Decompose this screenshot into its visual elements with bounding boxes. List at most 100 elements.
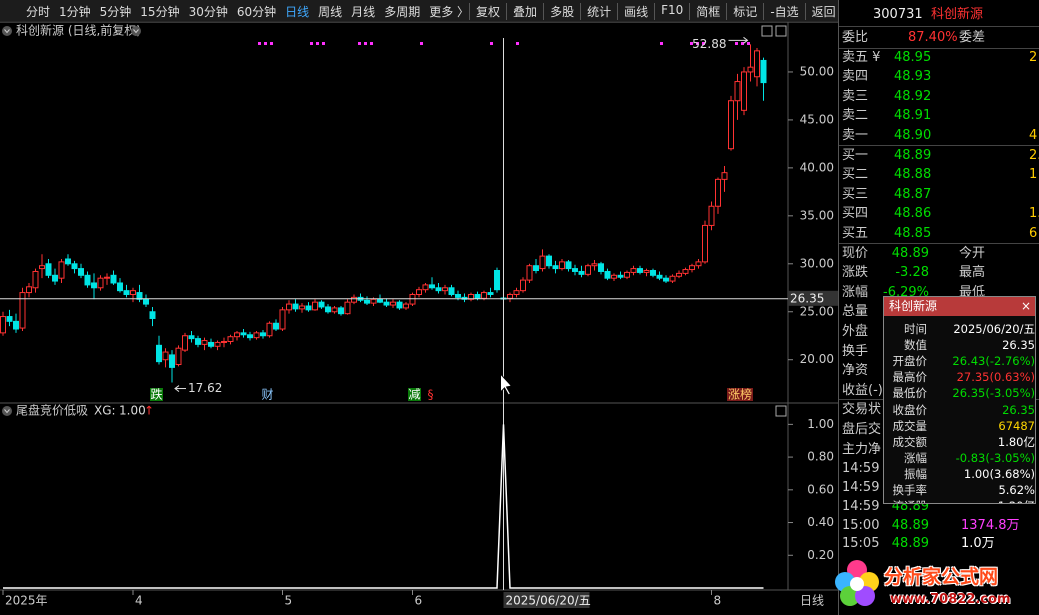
period-tab[interactable]: 更多 〉 — [429, 4, 470, 19]
candle-body — [214, 341, 221, 347]
close-button[interactable]: × — [1020, 299, 1031, 313]
x-tick-label: 4 — [135, 594, 143, 608]
popup-value: 26.35 — [1002, 402, 1035, 417]
candle-body — [65, 258, 71, 265]
popup-value: 2025/06/20/五 — [953, 322, 1035, 336]
menu-icon-glyph — [4, 29, 10, 34]
signal-dot — [370, 42, 373, 45]
price: 48.93 — [894, 69, 932, 85]
row-label: 外盘 — [842, 324, 869, 339]
tool-button[interactable]: 返回 — [804, 2, 842, 20]
candle-body — [734, 81, 741, 102]
menu-icon[interactable] — [131, 26, 141, 36]
candle-body — [526, 265, 533, 281]
tool-button[interactable]: F10 — [654, 2, 689, 20]
x-tick-label: 8 — [714, 594, 722, 608]
tool-button[interactable]: 复权 — [469, 2, 506, 20]
info-popup: 科创新源 × 时间 2025/06/20/五 数值 26.35 开盘价 26.43(-2.7… — [883, 296, 1036, 504]
candle-body — [117, 282, 123, 292]
y2-tick-label: 0.20 — [807, 548, 834, 562]
separator — [839, 145, 1039, 146]
candle-body — [487, 292, 494, 295]
high-arrow-head — [743, 36, 749, 44]
window-button[interactable] — [761, 25, 773, 37]
candle-body — [656, 274, 663, 279]
signal-dot — [490, 42, 493, 45]
popup-row: 收盘价 26.35 — [884, 402, 1036, 418]
period-tab[interactable]: 5分钟 — [99, 4, 132, 19]
price: 48.89 — [894, 147, 932, 163]
signal-dot — [316, 42, 319, 45]
candle-body — [565, 261, 572, 270]
candle-body — [669, 275, 676, 282]
candle-body — [156, 344, 162, 363]
candle-body — [195, 338, 201, 345]
candle-body — [520, 279, 526, 292]
candle-body — [201, 340, 208, 345]
candle-body — [104, 276, 110, 279]
popup-row: 流通股 1.20亿 — [884, 498, 1036, 503]
candle-body — [663, 277, 669, 282]
period-tab[interactable]: 分时 — [26, 4, 51, 19]
tool-button[interactable]: 叠加 — [506, 2, 543, 20]
indicator-name: 尾盘竞价低吸 — [16, 403, 88, 418]
candle-body — [318, 301, 325, 308]
period-tab[interactable]: 日线 — [285, 4, 310, 19]
window-button[interactable] — [775, 405, 787, 417]
candle-body — [45, 263, 52, 276]
period-tab[interactable]: 多周期 — [384, 4, 421, 19]
period-tab[interactable]: 60分钟 — [236, 4, 277, 19]
tool-button[interactable]: 画线 — [617, 2, 654, 20]
menu-icon[interactable] — [2, 406, 12, 416]
popup-row: 时间 2025/06/20/五 — [884, 321, 1035, 337]
y2-tick-label: 0.40 — [807, 515, 834, 529]
window-button[interactable] — [775, 25, 787, 37]
row-label: 卖三 — [842, 88, 869, 104]
popup-value: 67487 — [998, 418, 1035, 433]
candle-body — [637, 268, 643, 273]
candle-body — [188, 335, 195, 340]
candle-body — [97, 277, 104, 289]
candle-body — [390, 301, 396, 306]
period-tab[interactable]: 15分钟 — [140, 4, 180, 19]
price: 48.92 — [894, 88, 932, 104]
event-tag: § — [428, 388, 434, 402]
candle-body — [32, 270, 39, 289]
candle-body — [559, 261, 565, 270]
tool-button[interactable]: 统计 — [580, 2, 617, 20]
tool-button[interactable]: 简框 — [689, 2, 726, 20]
candle-body — [162, 351, 169, 361]
popup-label: 时间 — [904, 322, 927, 336]
period-tab[interactable]: 周线 — [318, 4, 343, 19]
candle-body — [383, 301, 390, 306]
period-tab[interactable]: 月线 — [351, 4, 376, 19]
popup-label: 成交量 — [892, 418, 928, 433]
period-tab[interactable]: 1分钟 — [59, 4, 91, 19]
row-label: 卖四 — [842, 69, 869, 85]
candle-body — [377, 298, 383, 303]
tool-button[interactable]: 标记 — [726, 2, 763, 20]
candle-body — [344, 301, 351, 315]
candle-body — [221, 340, 227, 343]
signal-dot — [322, 42, 325, 45]
signal-dot — [696, 42, 699, 45]
row-label: 买一 — [842, 147, 869, 163]
x-axis-label: 日线 — [800, 594, 824, 608]
price: 48.86 — [894, 206, 932, 222]
candle-body — [422, 284, 429, 291]
indicator-line — [3, 424, 764, 589]
period-tab[interactable]: 30分钟 — [188, 4, 228, 19]
menu-icon[interactable] — [2, 26, 12, 36]
tool-button[interactable]: 多股 — [543, 2, 580, 20]
stock-name: 科创新源 — [931, 7, 984, 22]
signal-dot — [741, 42, 744, 45]
chart: 科创新源 (日线,前复权) 20.00 25.00 30.00 35.00 40.00 4… — [0, 21, 838, 608]
popup-value: 26.35(-3.05%) — [952, 386, 1035, 401]
candle-body — [494, 270, 500, 291]
y-tick-label: 45.00 — [800, 112, 834, 126]
row-label: 收益(-) — [842, 382, 883, 398]
popup-value: 1.00(3.68%) — [963, 466, 1035, 481]
tool-button[interactable]: -自选 — [763, 2, 804, 20]
event-tag: 减 — [408, 388, 420, 402]
row-label: 卖一 — [842, 128, 869, 143]
